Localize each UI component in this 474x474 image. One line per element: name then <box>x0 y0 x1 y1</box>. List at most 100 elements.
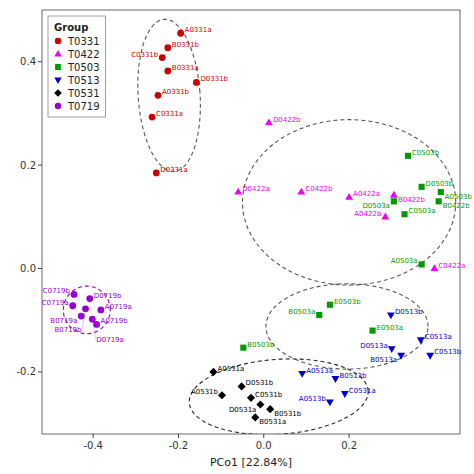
point-label: D0513a <box>360 342 388 350</box>
point-label: A0719a <box>105 303 132 311</box>
point-label: C0513b <box>434 348 462 356</box>
point <box>238 382 246 390</box>
legend-label: T0503 <box>67 62 100 73</box>
point-label: D0513b <box>395 308 423 316</box>
point-label: D0422b <box>273 116 301 124</box>
y-tick <box>38 371 42 372</box>
point-label: B0531a <box>259 418 286 426</box>
point <box>265 118 273 125</box>
point <box>97 307 104 314</box>
point-label: D0331b <box>200 75 228 83</box>
y-tick-label: 0.2 <box>20 160 36 171</box>
point <box>240 345 246 351</box>
x-axis-label: PCo1 [22.84%] <box>210 456 292 469</box>
x-tick-label: 0.0 <box>256 440 272 451</box>
point-label: A0531b <box>191 388 219 396</box>
point <box>417 337 425 344</box>
point-label: D0503b <box>426 180 454 188</box>
point <box>345 193 353 200</box>
point-label: B0503b <box>247 341 275 349</box>
point-label: C0719a <box>42 299 69 307</box>
point-label: A0531a <box>217 365 244 373</box>
point-label: B0513a <box>370 356 397 364</box>
x-tick <box>93 434 94 438</box>
point-label: A0503a <box>391 257 418 265</box>
group-ellipse <box>189 359 368 434</box>
point <box>256 400 264 408</box>
point <box>218 391 226 399</box>
point-label: D0531a <box>229 406 257 414</box>
point-labels: A0331aB0331bC0331bB0331aD0331bA0331bC033… <box>42 26 473 426</box>
legend-label: T0531 <box>67 88 100 99</box>
point-label: B0531b <box>274 410 302 418</box>
point-label: C0331a <box>156 110 183 118</box>
point-label: D0719b <box>94 292 122 300</box>
point-label: C0531a <box>349 387 376 395</box>
leader-line <box>82 309 86 330</box>
group-ellipse <box>266 284 428 369</box>
point <box>177 30 184 37</box>
point <box>436 198 442 204</box>
legend-label: T0513 <box>67 75 100 86</box>
x-tick-label: -0.2 <box>169 440 189 451</box>
legend: GroupT0331T0422T0503T0513T0531T0719 <box>48 16 106 117</box>
point <box>193 79 200 86</box>
legend-marker <box>54 50 61 56</box>
point <box>419 184 425 190</box>
x-tick-label: 0.2 <box>341 440 357 451</box>
point-label: B0331b <box>172 41 200 49</box>
point-label: E0503a <box>377 324 404 332</box>
x-tick-label: -0.4 <box>83 440 103 451</box>
point <box>381 213 389 220</box>
point-label: C0719b <box>43 287 71 295</box>
point-label: A0513a <box>306 367 333 375</box>
x-tick <box>349 434 350 438</box>
point <box>405 153 411 159</box>
point-label: D0422a <box>242 185 270 193</box>
point <box>82 305 89 312</box>
point <box>93 321 100 328</box>
point <box>234 188 242 195</box>
point-label: B0719a <box>50 317 77 325</box>
point-label: C0503a <box>409 207 436 215</box>
point <box>297 188 305 195</box>
point-label: D0531b <box>246 379 274 387</box>
point <box>266 405 274 413</box>
point <box>401 211 407 217</box>
point <box>387 313 395 320</box>
point <box>209 368 217 376</box>
point <box>251 413 259 421</box>
chart: -0.4-0.20.00.2-0.20.00.20.4PCo1 [22.84%]… <box>0 0 474 474</box>
point-label: C0531b <box>255 391 283 399</box>
legend-title: Group <box>54 22 88 33</box>
point-label: A0331b <box>162 88 190 96</box>
legend-marker <box>55 64 61 70</box>
point-label: C0331b <box>131 51 159 59</box>
point <box>164 44 171 51</box>
point <box>397 353 405 360</box>
legend-marker <box>54 89 62 97</box>
point <box>298 371 306 378</box>
point-label: C0422b <box>305 185 333 193</box>
axes: -0.4-0.20.00.2-0.20.00.20.4PCo1 [22.84%] <box>16 56 357 469</box>
point-label: A0331a <box>185 26 212 34</box>
point <box>327 302 333 308</box>
points <box>69 30 444 422</box>
point <box>341 391 349 398</box>
point <box>71 291 78 298</box>
point <box>391 198 397 204</box>
point <box>438 189 444 195</box>
point <box>86 295 93 302</box>
point-label: B0719b <box>54 326 82 334</box>
point-label: A0503b <box>445 193 473 201</box>
point <box>430 264 438 271</box>
point-label: B0503a <box>288 308 315 316</box>
point-label: E0503b <box>334 298 361 306</box>
y-tick <box>38 165 42 166</box>
point-label: A0513b <box>299 395 327 403</box>
point <box>164 68 171 75</box>
point <box>149 114 156 121</box>
legend-label: T0422 <box>67 49 100 60</box>
point <box>155 92 162 99</box>
point-label: D0719a <box>96 336 124 344</box>
